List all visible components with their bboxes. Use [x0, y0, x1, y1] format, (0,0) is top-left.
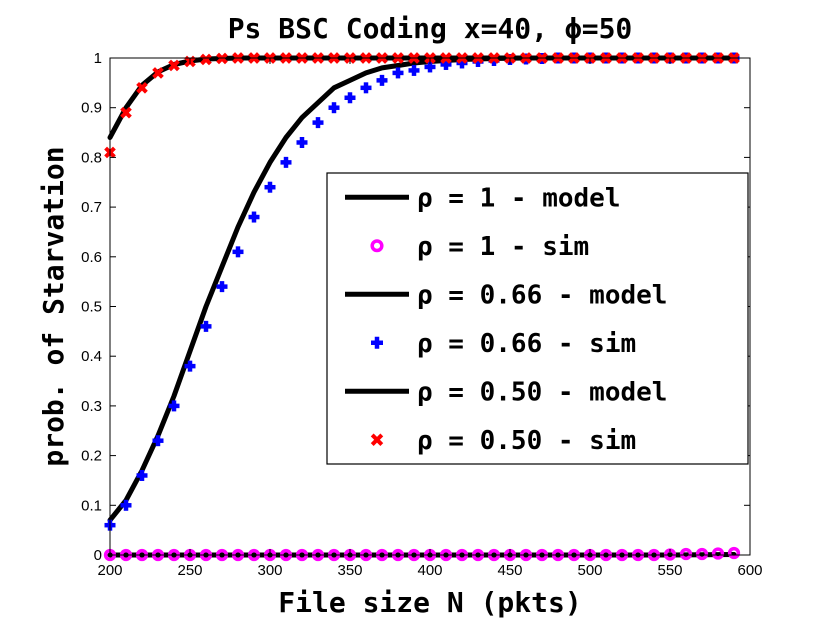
x-tick-label: 550 — [657, 562, 682, 579]
legend-marker-swatch — [371, 336, 383, 349]
y-tick-label: 0.6 — [81, 249, 102, 266]
y-tick-label: 0.8 — [81, 149, 102, 166]
legend-entry-4: ρ = 0.50 - model — [345, 377, 667, 407]
legend-entry-5: ρ = 0.50 - sim — [370, 426, 636, 456]
legend-label: ρ = 1 - model — [417, 183, 621, 213]
legend-label: ρ = 0.66 - model — [417, 280, 667, 310]
data-point — [312, 117, 324, 129]
series-line — [107, 55, 737, 140]
data-point — [392, 67, 404, 79]
legend-label: ρ = 0.50 - model — [417, 377, 667, 407]
data-point — [328, 102, 340, 114]
marker-d2 — [152, 67, 164, 79]
legend: ρ = 1 - model ρ = 1 - sim ρ = 0.66 - model… — [326, 172, 749, 465]
data-point — [152, 67, 164, 79]
data-point — [280, 156, 292, 168]
legend-label: ρ = 0.66 - sim — [417, 329, 636, 359]
data-point — [711, 547, 725, 560]
x-tick-label: 350 — [337, 562, 362, 579]
y-tick-label: 0.9 — [81, 100, 102, 117]
data-point — [136, 82, 148, 94]
data-point — [120, 499, 132, 511]
legend-marker-swatch — [370, 433, 384, 446]
data-point — [344, 92, 356, 104]
data-point — [168, 59, 180, 72]
data-point — [232, 246, 244, 258]
data-point — [679, 547, 693, 561]
y-tick-label: 0 — [94, 547, 102, 564]
data-point — [360, 82, 372, 94]
x-tick-label: 300 — [257, 562, 282, 579]
legend-entry-2: ρ = 0.66 - model — [345, 280, 667, 310]
x-tick-label: 600 — [737, 562, 762, 579]
data-point — [248, 211, 260, 223]
legend-entry-3: ρ = 0.66 - sim — [371, 329, 636, 359]
x-tick-label: 200 — [97, 562, 122, 579]
x-tick-label: 500 — [577, 562, 602, 579]
axes: 200 250 300 350 400 450 500 550 600 0 0.1 0.2 0.3 0.4… — [81, 50, 762, 579]
x-tick-label: 450 — [497, 562, 522, 579]
legend-entry-1: ρ = 1 - sim — [370, 232, 589, 262]
data-point — [120, 106, 132, 119]
data-point — [216, 281, 228, 293]
data-point — [136, 469, 148, 481]
marker-d2 — [370, 433, 384, 446]
data-point — [376, 74, 388, 86]
y-tick-label: 0.1 — [81, 497, 102, 514]
data-point — [408, 64, 420, 76]
y-tick-label: 0.5 — [81, 299, 102, 316]
series-4 — [107, 55, 737, 140]
data-point — [200, 53, 212, 66]
y-tick-label: 0.3 — [81, 398, 102, 415]
data-point — [152, 435, 164, 447]
legend-label: ρ = 0.50 - sim — [417, 426, 636, 456]
y-axis-label: prob. of Starvation — [37, 146, 70, 466]
data-point — [168, 400, 180, 412]
x-axis-label: File size N (pkts) — [278, 586, 581, 619]
marker-d2 — [168, 59, 180, 72]
data-point — [200, 320, 212, 332]
legend-entry-0: ρ = 1 - model — [345, 183, 621, 213]
marker-d2 — [136, 82, 148, 94]
data-point — [184, 360, 196, 372]
y-tick-label: 1 — [94, 50, 102, 67]
chart-title: Ps BSC Coding x=40, ϕ=50 — [228, 12, 633, 45]
data-point — [264, 181, 276, 193]
data-point — [727, 546, 741, 560]
x-tick-label: 400 — [417, 562, 442, 579]
data-point — [296, 136, 308, 148]
y-tick-label: 0.7 — [81, 199, 102, 216]
data-point — [695, 547, 709, 561]
legend-label: ρ = 1 - sim — [417, 232, 589, 262]
legend-box — [326, 172, 749, 465]
x-tick-label: 250 — [177, 562, 202, 579]
series-5 — [104, 52, 740, 159]
legend-marker-swatch — [370, 239, 384, 253]
marker-d2 — [120, 106, 132, 119]
y-tick-label: 0.4 — [81, 348, 102, 365]
marker-d2 — [200, 53, 212, 66]
y-tick-label: 0.2 — [81, 448, 102, 465]
